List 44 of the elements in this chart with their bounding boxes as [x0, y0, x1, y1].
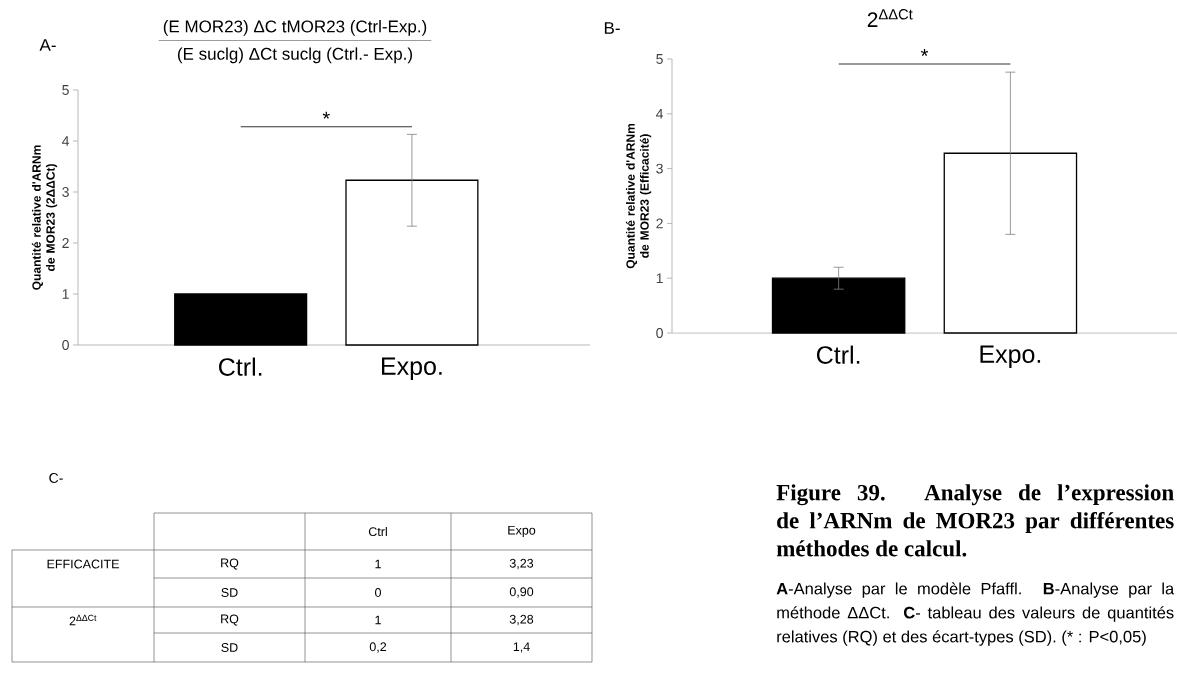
text: 1: [375, 615, 381, 625]
y-tick-label: 0: [656, 328, 663, 338]
y-tick-label: 4: [62, 136, 70, 146]
y-tick-label: 2: [656, 218, 663, 229]
text: C-: [49, 473, 63, 483]
text: SD: [221, 643, 238, 652]
text: Expo: [508, 525, 536, 538]
y-tick-label: 3: [62, 187, 69, 197]
y-tick-label: 2: [62, 238, 69, 248]
text: SD: [221, 588, 238, 597]
text: Ctrl: [368, 526, 387, 537]
text: 2$^{ΔΔCt}$: [69, 614, 97, 626]
text: B-: [604, 22, 620, 34]
x-tick-label: Ctrl.: [219, 357, 262, 376]
annotation: *: [322, 111, 330, 119]
chart-title: 2$^{ΔΔCt}$: [867, 9, 913, 27]
text: A-Analyse par le modèle Pfaffl. B-Analyse par la méthode ΔΔCt. C- tableau des valeurs de quantités relatives (RQ) et des écart-types (SD). (* : P<0,05): [776, 582, 1175, 646]
text: RQ: [221, 558, 239, 570]
text: 3,28: [509, 614, 534, 626]
text: 1: [375, 559, 381, 569]
text: 3,23: [509, 558, 534, 570]
y-tick-label: 5: [62, 85, 69, 95]
text: A-: [39, 39, 56, 51]
text: Figure 39. Analyse de l’expression de l’ARNm de MOR23 par différentes méthodes de calcul.: [776, 484, 1174, 557]
y-axis-title: Quantité relative d'ARNm de MOR23 (2ΔΔCt): [31, 145, 58, 290]
y-tick-label: 3: [656, 163, 663, 174]
text: *: [920, 48, 929, 56]
text: 0,2: [369, 642, 387, 653]
x-tick-label: Ctrl.: [816, 345, 860, 364]
y-axis-title: Quantité relative d'ARNm de MOR23 (Efficacité): [625, 123, 652, 269]
text: RQ: [221, 614, 239, 626]
text: 0,90: [509, 587, 534, 598]
x-tick-label: Expo.: [980, 345, 1041, 368]
y-tick-label: 5: [656, 54, 663, 64]
y-tick-label: 4: [656, 108, 664, 119]
text: 0: [375, 588, 381, 597]
text: EFFICACITE: [47, 559, 119, 569]
y-tick-label: 1: [656, 273, 663, 284]
text: 1,4: [513, 642, 530, 653]
y-tick-label: 0: [62, 340, 69, 350]
chart-subtitle: (E suclg) ΔCt suclg (Ctrl.- Exp.): [177, 47, 413, 64]
chart-title: (E MOR23) ΔC tMOR23 (Ctrl-Exp.): [163, 19, 427, 36]
x-tick-label: Expo.: [382, 357, 442, 380]
y-tick-label: 1: [62, 289, 69, 299]
